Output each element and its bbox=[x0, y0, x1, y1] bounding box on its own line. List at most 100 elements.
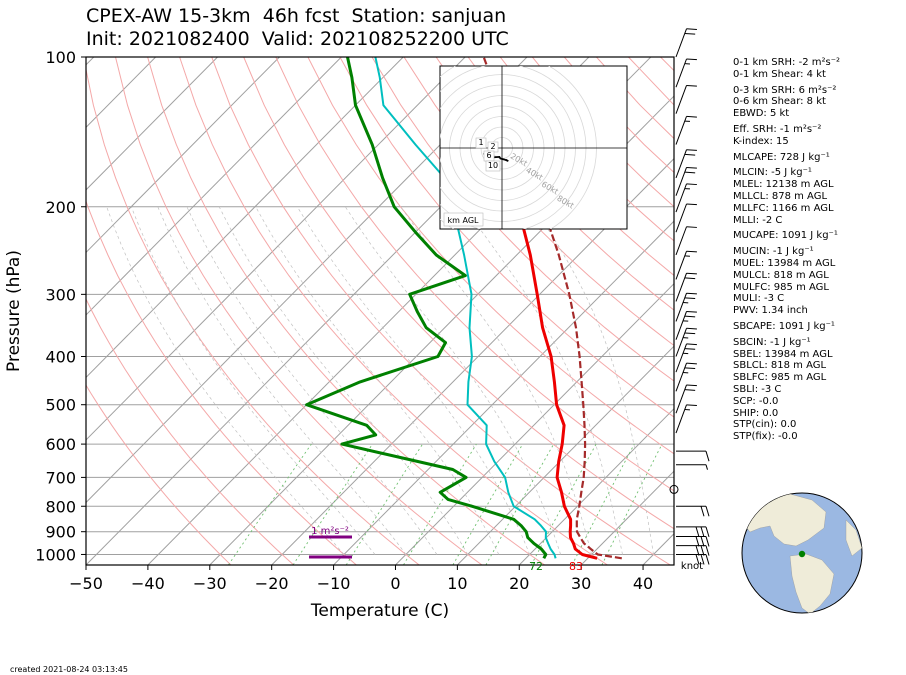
barb-unit-label: knot bbox=[681, 561, 703, 572]
wind-barb bbox=[675, 384, 697, 414]
wind-barb bbox=[675, 310, 697, 340]
stat-line: STP(cin): 0.0 bbox=[733, 419, 797, 431]
isotherm-line bbox=[86, 57, 404, 379]
dry-adiabat-line bbox=[275, 57, 674, 492]
wind-barb bbox=[675, 272, 697, 302]
stat-line: 0-3 km SRH: 6 m²s⁻² bbox=[733, 84, 837, 96]
dry-adiabat-line bbox=[467, 57, 674, 277]
wind-barb bbox=[676, 526, 710, 537]
hodograph-height-box bbox=[475, 137, 487, 149]
stat-line: MULI: -3 C bbox=[733, 293, 785, 305]
stat-line: SCP: -0.0 bbox=[733, 395, 779, 407]
mixing-ratio-line bbox=[452, 443, 524, 565]
y-tick-label: 200 bbox=[45, 198, 76, 217]
stat-line: STP(fix): -0.0 bbox=[733, 431, 798, 443]
moist-adiabat-line bbox=[345, 206, 561, 555]
mixing-ratio-line bbox=[403, 443, 477, 565]
y-tick-label: 100 bbox=[45, 48, 76, 67]
dry-adiabat-line bbox=[86, 298, 295, 565]
isotherm-line bbox=[86, 57, 342, 316]
moist-adiabat-line bbox=[186, 206, 438, 555]
stat-line: 0-1 km Shear: 4 kt bbox=[733, 68, 826, 80]
stat-line: 0-1 km SRH: -2 m²s⁻² bbox=[733, 57, 840, 68]
dry-adiabat-line bbox=[243, 57, 674, 530]
plot-frame bbox=[85, 56, 675, 566]
mixing-ratio-line bbox=[228, 443, 312, 565]
wind-barb bbox=[675, 226, 697, 256]
x-tick-label: −10 bbox=[317, 574, 351, 593]
y-tick-label: 1000 bbox=[35, 545, 76, 564]
wind-barb bbox=[676, 553, 710, 565]
x-tick-label: 30 bbox=[571, 574, 591, 593]
stat-line: MLCIN: -5 J kg⁻¹ bbox=[733, 167, 812, 179]
dry-adiabat-line bbox=[86, 199, 357, 565]
stat-line: MLLCL: 878 m AGL bbox=[733, 190, 828, 202]
wind-barb bbox=[675, 343, 697, 373]
stat-line: SBLFC: 985 m AGL bbox=[733, 372, 827, 384]
dry-adiabat-line bbox=[339, 57, 674, 418]
hodograph-height-label: 1 bbox=[478, 138, 483, 147]
stat-line: MUCAPE: 1091 J kg⁻¹ bbox=[733, 230, 838, 242]
dry-adiabat-line bbox=[115, 57, 483, 565]
wind-barb bbox=[675, 362, 697, 392]
stat-line: 0-6 km Shear: 8 kt bbox=[733, 96, 826, 108]
x-axis-label: Temperature (C) bbox=[310, 601, 449, 621]
sounding-indices-panel: 0-1 km SRH: -2 m²s⁻² 0-1 km Shear: 4 kt 0-… bbox=[733, 57, 840, 443]
x-tick-label: 40 bbox=[633, 574, 653, 593]
dry-adiabat-line bbox=[403, 57, 674, 347]
stat-line: MLCAPE: 728 J kg⁻¹ bbox=[733, 151, 830, 163]
y-tick-label: 500 bbox=[45, 396, 76, 415]
stat-line: Eff. SRH: -1 m²s⁻² bbox=[733, 123, 822, 135]
stat-line: SBCIN: -1 J kg⁻¹ bbox=[733, 336, 811, 348]
x-tick-label: 0 bbox=[390, 574, 400, 593]
y-tick-label: 900 bbox=[45, 523, 76, 542]
wind-barb bbox=[675, 115, 697, 145]
moist-adiabat-line bbox=[532, 206, 654, 555]
wind-barb bbox=[675, 166, 697, 196]
stat-line: SBLCL: 818 m AGL bbox=[733, 360, 827, 372]
x-tick-label: −30 bbox=[193, 574, 227, 593]
hodograph-legend: km AGL bbox=[448, 216, 480, 225]
mixing-ratio-line bbox=[292, 443, 373, 565]
isotherm-line bbox=[271, 157, 674, 565]
hodograph-height-label: 10 bbox=[488, 161, 498, 170]
wind-barb bbox=[675, 28, 697, 58]
surface-temperature-label: 83 bbox=[569, 560, 583, 573]
wind-barb bbox=[675, 327, 697, 357]
location-globe bbox=[741, 492, 863, 614]
x-tick-label: −40 bbox=[131, 574, 165, 593]
created-timestamp: created 2021-08-24 03:13:45 bbox=[10, 665, 128, 674]
isotherm-line bbox=[209, 95, 674, 565]
chart-title-line-1: CPEX-AW 15-3km 46h fcst Station: sanjuan bbox=[86, 5, 507, 27]
stat-line: MLEL: 12138 m AGL bbox=[733, 179, 834, 191]
isotherm-line bbox=[580, 470, 674, 565]
isotherm-line bbox=[518, 407, 674, 565]
stat-line: MLLFC: 1166 m AGL bbox=[733, 202, 834, 214]
dry-adiabat-line bbox=[179, 57, 608, 565]
wind-barbs bbox=[669, 28, 710, 565]
stat-line: SHIP: 0.0 bbox=[733, 407, 779, 419]
y-tick-label: 600 bbox=[45, 435, 76, 454]
wind-barb bbox=[675, 292, 697, 322]
moist-adiabat-line bbox=[106, 206, 345, 555]
stat-line: MUEL: 13984 m AGL bbox=[733, 257, 836, 269]
stat-line: MLLI: -2 C bbox=[733, 214, 783, 226]
wind-barb bbox=[675, 58, 697, 88]
mixing-ratio-line bbox=[571, 443, 635, 565]
wind-barb bbox=[675, 183, 697, 213]
station-marker bbox=[798, 550, 806, 558]
moist-adiabat-line bbox=[218, 206, 469, 555]
hodograph-height-label: 6 bbox=[486, 151, 491, 160]
moist-adiabat-line bbox=[130, 206, 376, 555]
y-tick-label: 400 bbox=[45, 348, 76, 367]
wind-barb bbox=[675, 84, 697, 114]
dry-adiabat-line bbox=[86, 384, 232, 565]
wind-barb bbox=[675, 203, 697, 233]
stat-line: EBWD: 5 kt bbox=[733, 108, 790, 120]
temperature-profile bbox=[513, 177, 598, 560]
axes: −50 −40 −30 −20 −10 0 10 20 30 40 100 200 300 400 500 6… bbox=[35, 48, 675, 593]
hodograph-height-box bbox=[485, 160, 501, 172]
mixing-ratio-line bbox=[601, 443, 663, 565]
hodograph-height-label: 2 bbox=[490, 142, 495, 151]
